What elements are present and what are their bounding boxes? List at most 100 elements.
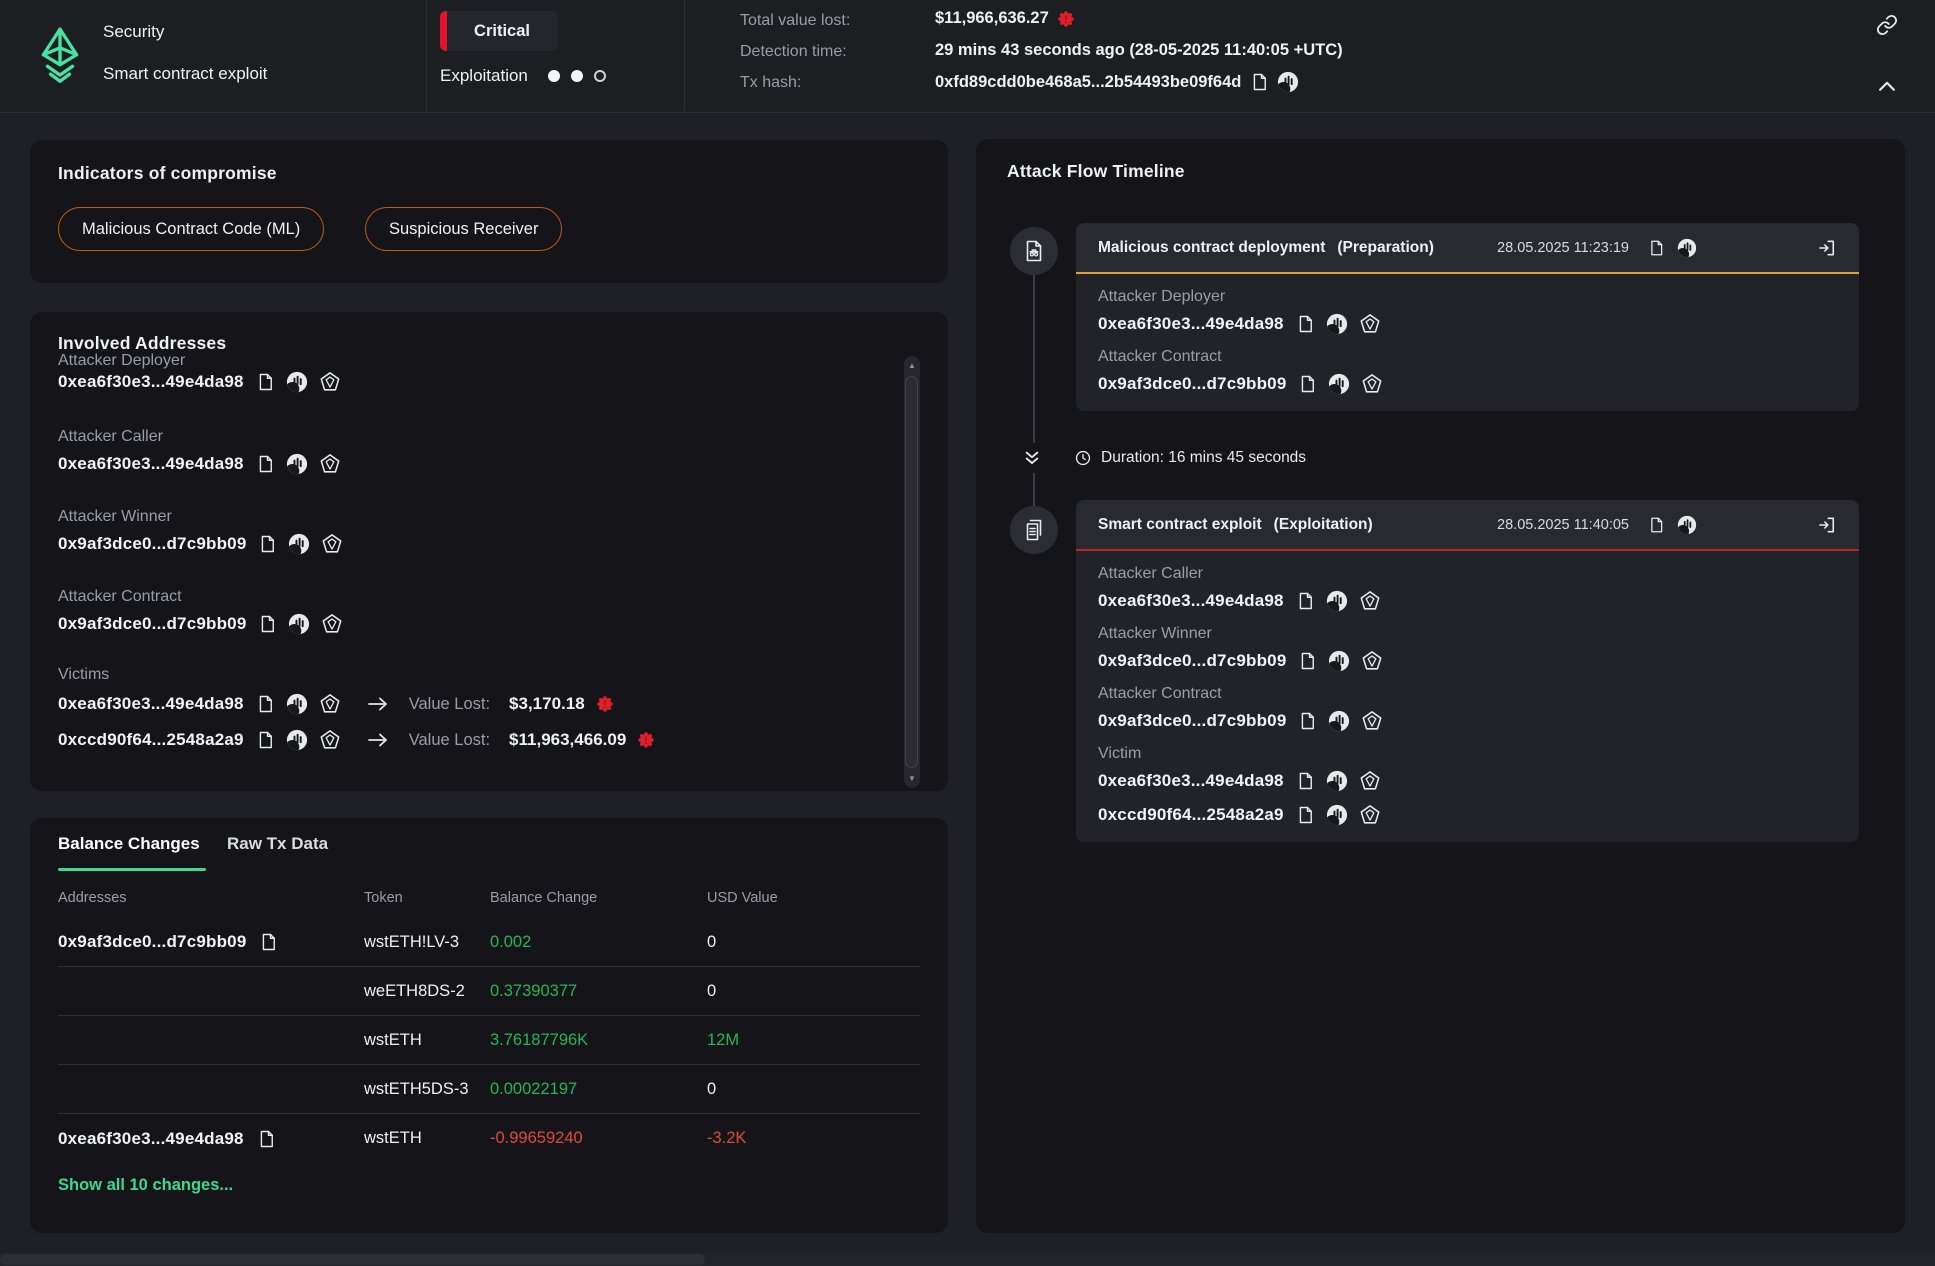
timeline-title: Attack Flow Timeline xyxy=(1007,161,1185,181)
address-text: 0xea6f30e3...49e4da98 xyxy=(58,694,244,713)
link-icon[interactable] xyxy=(1876,14,1898,36)
involved-addresses-panel: Involved Addresses Attacker Deployer 0xe… xyxy=(30,312,948,791)
copy-icon[interactable] xyxy=(1297,711,1317,731)
metasleuth-icon[interactable] xyxy=(1328,373,1350,395)
chevron-up-icon[interactable] xyxy=(1876,76,1898,98)
alert-header: Security Smart contract exploit Critical… xyxy=(0,0,1935,113)
address-row: 0xea6f30e3...49e4da98 xyxy=(1098,588,1837,614)
scrollbar-thumb[interactable] xyxy=(905,376,918,768)
shield-icon[interactable] xyxy=(1359,770,1381,792)
value-lost-label: Value Lost: xyxy=(408,694,491,713)
shield-icon[interactable] xyxy=(321,613,343,635)
shield-icon[interactable] xyxy=(319,371,341,393)
address-text: 0x9af3dce0...d7c9bb09 xyxy=(58,932,247,951)
shield-icon[interactable] xyxy=(321,533,343,555)
phase-dot-empty xyxy=(593,70,606,82)
copy-icon[interactable] xyxy=(255,454,275,474)
usd-cell: 12M xyxy=(707,1030,740,1049)
metasleuth-icon[interactable] xyxy=(1328,650,1350,672)
shield-icon[interactable] xyxy=(319,729,341,751)
shield-icon[interactable] xyxy=(1361,710,1383,732)
horizontal-scrollbar[interactable] xyxy=(0,1253,1935,1266)
metasleuth-icon[interactable] xyxy=(1677,515,1697,535)
metasleuth-icon[interactable] xyxy=(1328,710,1350,732)
value-lost-amount: $3,170.18 xyxy=(509,694,585,713)
tx-hash-text: 0xfd89cdd0be468a5...2b54493be09f64d xyxy=(935,72,1242,91)
shield-icon[interactable] xyxy=(1359,590,1381,612)
copy-icon[interactable] xyxy=(1297,651,1317,671)
copy-icon[interactable] xyxy=(1249,72,1269,92)
copy-icon[interactable] xyxy=(257,534,277,554)
address-text: 0xea6f30e3...49e4da98 xyxy=(58,1128,244,1148)
severity-bar xyxy=(440,11,447,51)
col-addresses: Addresses xyxy=(58,890,127,906)
severity-label: Critical xyxy=(474,21,530,40)
copy-icon[interactable] xyxy=(1295,591,1315,611)
metasleuth-icon[interactable] xyxy=(286,371,308,393)
exploitation-step-icon xyxy=(1010,506,1058,554)
shield-icon[interactable] xyxy=(1359,804,1381,826)
change-cell: -0.99659240 xyxy=(490,1129,583,1147)
event-header[interactable]: Smart contract exploit (Exploitation) 28… xyxy=(1076,500,1859,551)
ioc-chip-suspicious-receiver[interactable]: Suspicious Receiver xyxy=(365,207,563,251)
copy-icon[interactable] xyxy=(255,730,275,750)
scrollbar-up-arrow[interactable]: ▲ xyxy=(908,361,916,370)
event-phase: (Preparation) xyxy=(1337,238,1434,256)
copy-icon[interactable] xyxy=(255,372,275,392)
address-row: 0x9af3dce0...d7c9bb09 xyxy=(58,610,343,638)
copy-icon[interactable] xyxy=(1295,314,1315,334)
tab-balance-changes[interactable]: Balance Changes xyxy=(58,834,200,853)
shield-icon[interactable] xyxy=(1361,650,1383,672)
exit-icon[interactable] xyxy=(1817,238,1837,258)
table-row: wstETH 3.76187796K 12M xyxy=(58,1016,920,1065)
shield-icon[interactable] xyxy=(1361,373,1383,395)
shield-icon[interactable] xyxy=(319,453,341,475)
metasleuth-icon[interactable] xyxy=(286,453,308,475)
ioc-chip-malicious-contract-code[interactable]: Malicious Contract Code (ML) xyxy=(58,207,325,251)
copy-icon[interactable] xyxy=(256,1129,276,1149)
scrollbar-down-arrow[interactable]: ▼ xyxy=(908,774,916,783)
col-token: Token xyxy=(364,890,403,906)
metasleuth-icon[interactable] xyxy=(1277,71,1299,93)
metasleuth-icon[interactable] xyxy=(1326,804,1348,826)
token-cell: wstETH xyxy=(364,1129,422,1147)
shield-icon[interactable] xyxy=(319,693,341,715)
shield-icon[interactable] xyxy=(1359,313,1381,335)
event-body: Attacker Deployer 0xea6f30e3...49e4da98 … xyxy=(1076,274,1859,411)
event-header[interactable]: Malicious contract deployment (Preparati… xyxy=(1076,223,1859,274)
metasleuth-icon[interactable] xyxy=(1677,238,1697,258)
metasleuth-icon[interactable] xyxy=(286,693,308,715)
vertical-scrollbar[interactable]: ▲ ▼ xyxy=(904,356,920,788)
exit-icon[interactable] xyxy=(1817,515,1837,535)
metasleuth-icon[interactable] xyxy=(1326,590,1348,612)
copy-icon[interactable] xyxy=(1647,239,1665,257)
group-label: Attacker Contract xyxy=(1098,348,1222,365)
copy-icon[interactable] xyxy=(1295,805,1315,825)
metasleuth-icon[interactable] xyxy=(288,533,310,555)
show-all-changes-link[interactable]: Show all 10 changes... xyxy=(58,1176,234,1194)
tab-raw-tx-data[interactable]: Raw Tx Data xyxy=(227,834,329,853)
metasleuth-icon[interactable] xyxy=(1326,313,1348,335)
table-row: 0xea6f30e3...49e4da98 wstETH -0.99659240… xyxy=(58,1114,920,1163)
tx-hash-value: 0xfd89cdd0be468a5...2b54493be09f64d xyxy=(935,71,1299,93)
col-balance-change: Balance Change xyxy=(490,890,598,906)
metasleuth-icon[interactable] xyxy=(1326,770,1348,792)
address-row: 0xccd90f64...2548a2a9 xyxy=(1098,802,1837,828)
address-text: 0x9af3dce0...d7c9bb09 xyxy=(1098,651,1287,670)
copy-icon[interactable] xyxy=(1297,374,1317,394)
copy-icon[interactable] xyxy=(257,614,277,634)
horizontal-scrollbar-thumb[interactable] xyxy=(0,1254,705,1265)
copy-icon[interactable] xyxy=(258,932,278,952)
metasleuth-icon[interactable] xyxy=(288,613,310,635)
copy-icon[interactable] xyxy=(255,694,275,714)
token-cell: weETH8DS-2 xyxy=(364,981,465,1000)
copy-icon[interactable] xyxy=(1647,516,1665,534)
copy-icon[interactable] xyxy=(1295,771,1315,791)
red-seal-icon xyxy=(637,731,655,749)
address-text: 0xccd90f64...2548a2a9 xyxy=(1098,805,1284,824)
group-label: Attacker Caller xyxy=(58,428,163,445)
red-seal-icon xyxy=(1057,10,1075,28)
event-phase: (Exploitation) xyxy=(1273,515,1373,533)
metasleuth-icon[interactable] xyxy=(286,729,308,751)
